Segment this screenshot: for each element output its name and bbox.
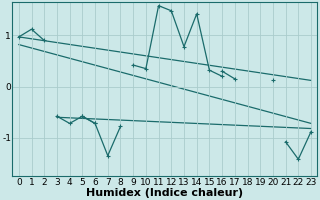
X-axis label: Humidex (Indice chaleur): Humidex (Indice chaleur) xyxy=(86,188,244,198)
